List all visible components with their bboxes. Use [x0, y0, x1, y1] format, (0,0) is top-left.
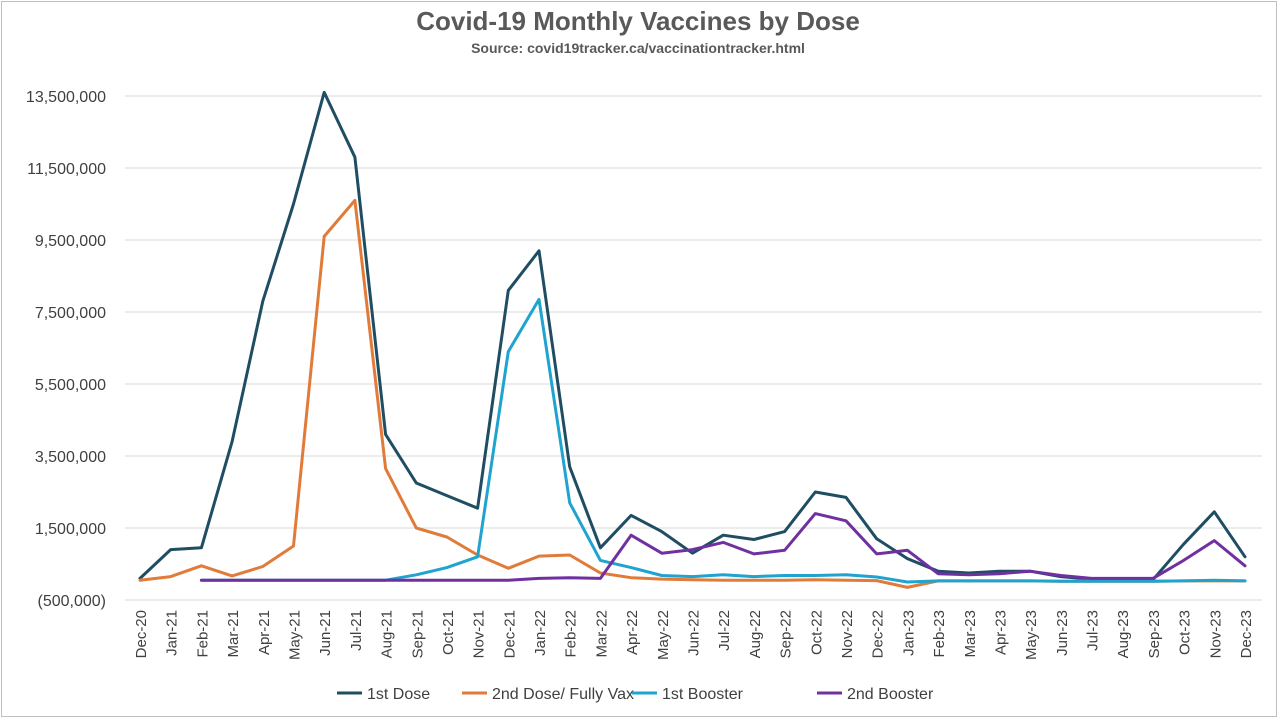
x-tick-label: Apr-21 — [256, 610, 273, 655]
x-tick-label: May-21 — [286, 610, 303, 660]
x-tick-label: Mar-21 — [225, 610, 242, 658]
x-tick-label: Mar-23 — [962, 610, 979, 658]
x-tick-label: Jul-23 — [1085, 610, 1102, 651]
series-line-3 — [199, 297, 1247, 584]
x-tick-label: Apr-22 — [624, 610, 641, 655]
x-tick-label: Jun-22 — [686, 610, 703, 656]
x-tick-label: May-22 — [655, 610, 672, 660]
gridlines — [125, 95, 1262, 601]
x-tick-label: Jan-23 — [900, 610, 917, 656]
x-tick-label: Sep-22 — [778, 610, 795, 658]
y-tick-label: 3,500,000 — [35, 449, 106, 466]
x-tick-label: Feb-22 — [563, 610, 580, 658]
x-tick-label: Aug-21 — [379, 610, 396, 658]
chart-subtitle: Source: covid19tracker.ca/vaccinationtra… — [471, 40, 805, 56]
x-axis-ticks: Dec-20 Jan-21 Feb-21 Mar-21 Apr-21 May-21 Jun-… — [133, 610, 1255, 660]
x-tick-label: Dec-21 — [501, 610, 518, 658]
legend-label-1: 1st Dose — [367, 686, 430, 703]
x-tick-label: Nov-21 — [471, 610, 488, 658]
x-tick-label: Nov-23 — [1207, 610, 1224, 658]
series-line-2 — [138, 198, 1247, 589]
x-tick-label: Jun-21 — [317, 610, 334, 656]
x-tick-label: Sep-21 — [409, 610, 426, 658]
x-tick-label: Mar-22 — [593, 610, 610, 658]
x-tick-label: Jul-21 — [348, 610, 365, 651]
x-tick-label: Oct-21 — [440, 610, 457, 655]
y-tick-label: 11,500,000 — [27, 161, 106, 178]
legend: 1st Dose 2nd Dose/ Fully Vax 1st Booster 2n… — [337, 686, 934, 703]
x-tick-label: Oct-22 — [808, 610, 825, 655]
y-axis-ticks: (500,000) 1,500,000 3,500,000 5,500,000 7,50… — [26, 89, 106, 610]
y-tick-label: 9,500,000 — [35, 233, 106, 250]
series-lines — [138, 90, 1247, 589]
y-tick-label: (500,000) — [38, 593, 107, 610]
x-tick-label: Dec-20 — [133, 610, 150, 658]
legend-label-2: 2nd Dose/ Fully Vax — [492, 686, 634, 703]
x-tick-label: Dec-22 — [870, 610, 887, 658]
x-tick-label: Oct-23 — [1177, 610, 1194, 655]
chart-title: Covid-19 Monthly Vaccines by Dose — [416, 6, 860, 36]
x-tick-label: Nov-22 — [839, 610, 856, 658]
legend-label-4: 2nd Booster — [847, 686, 934, 703]
x-tick-label: Dec-23 — [1238, 610, 1255, 658]
x-tick-label: Aug-23 — [1115, 610, 1132, 658]
y-tick-label: 1,500,000 — [35, 521, 106, 538]
x-tick-label: Jan-21 — [164, 610, 181, 656]
series-line-4 — [199, 512, 1247, 582]
x-tick-label: Apr-23 — [992, 610, 1009, 655]
x-tick-label: Jul-22 — [716, 610, 733, 651]
x-tick-label: Aug-22 — [747, 610, 764, 658]
x-tick-label: Jan-22 — [532, 610, 549, 656]
x-tick-label: May-23 — [1023, 610, 1040, 660]
series-line-1 — [138, 90, 1247, 582]
legend-label-3: 1st Booster — [662, 686, 744, 703]
x-tick-label: Feb-23 — [931, 610, 948, 658]
y-tick-label: 13,500,000 — [26, 89, 106, 106]
x-tick-label: Sep-23 — [1146, 610, 1163, 658]
y-tick-label: 5,500,000 — [35, 377, 106, 394]
y-tick-label: 7,500,000 — [35, 305, 106, 322]
x-tick-label: Feb-21 — [194, 610, 211, 658]
x-tick-label: Jun-23 — [1054, 610, 1071, 656]
